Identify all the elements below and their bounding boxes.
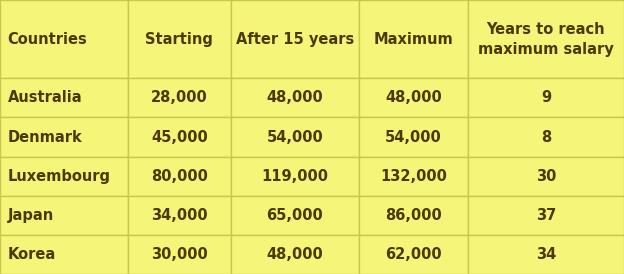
Bar xyxy=(359,235,468,274)
Text: 132,000: 132,000 xyxy=(380,169,447,184)
Text: Countries: Countries xyxy=(7,32,87,47)
Bar xyxy=(231,118,359,156)
Text: Starting: Starting xyxy=(145,32,213,47)
Bar xyxy=(231,78,359,118)
Bar xyxy=(0,78,128,118)
Bar xyxy=(468,78,624,118)
Bar xyxy=(359,196,468,235)
Text: 9: 9 xyxy=(541,90,551,105)
Text: 37: 37 xyxy=(536,208,556,223)
Text: 30: 30 xyxy=(536,169,556,184)
Bar xyxy=(468,118,624,156)
Text: Denmark: Denmark xyxy=(7,130,82,144)
Text: Luxembourg: Luxembourg xyxy=(7,169,110,184)
Bar xyxy=(128,196,231,235)
Text: Korea: Korea xyxy=(7,247,56,262)
Text: 86,000: 86,000 xyxy=(385,208,442,223)
Text: 45,000: 45,000 xyxy=(151,130,208,144)
Text: 34,000: 34,000 xyxy=(151,208,208,223)
Bar xyxy=(231,156,359,196)
Bar xyxy=(128,156,231,196)
Bar xyxy=(0,235,128,274)
Bar xyxy=(128,118,231,156)
Bar xyxy=(468,235,624,274)
Text: 54,000: 54,000 xyxy=(266,130,323,144)
Text: After 15 years: After 15 years xyxy=(236,32,354,47)
Text: 62,000: 62,000 xyxy=(385,247,442,262)
Bar xyxy=(128,78,231,118)
Bar xyxy=(359,118,468,156)
Bar xyxy=(0,156,128,196)
Bar xyxy=(231,0,359,78)
Text: 34: 34 xyxy=(536,247,556,262)
Text: 80,000: 80,000 xyxy=(151,169,208,184)
Bar xyxy=(231,235,359,274)
Text: 28,000: 28,000 xyxy=(151,90,208,105)
Bar xyxy=(468,196,624,235)
Bar xyxy=(468,0,624,78)
Text: Australia: Australia xyxy=(7,90,82,105)
Bar xyxy=(128,235,231,274)
Text: 65,000: 65,000 xyxy=(266,208,323,223)
Text: 119,000: 119,000 xyxy=(261,169,328,184)
Bar xyxy=(0,196,128,235)
Bar xyxy=(0,0,128,78)
Text: Years to reach
maximum salary: Years to reach maximum salary xyxy=(478,22,614,56)
Text: 48,000: 48,000 xyxy=(266,247,323,262)
Text: 8: 8 xyxy=(541,130,551,144)
Text: Maximum: Maximum xyxy=(374,32,453,47)
Text: 30,000: 30,000 xyxy=(151,247,208,262)
Bar xyxy=(0,118,128,156)
Text: Japan: Japan xyxy=(7,208,54,223)
Text: 48,000: 48,000 xyxy=(385,90,442,105)
Bar xyxy=(231,196,359,235)
Bar xyxy=(359,156,468,196)
Bar xyxy=(359,0,468,78)
Text: 48,000: 48,000 xyxy=(266,90,323,105)
Bar xyxy=(468,156,624,196)
Bar xyxy=(359,78,468,118)
Text: 54,000: 54,000 xyxy=(385,130,442,144)
Bar xyxy=(128,0,231,78)
